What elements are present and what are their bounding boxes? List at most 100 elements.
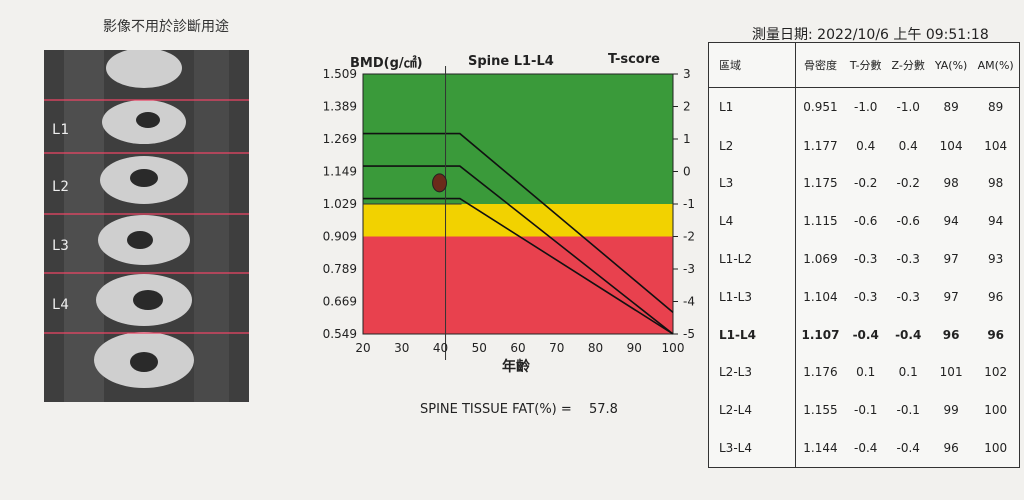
x-tick-label: 90 bbox=[627, 341, 642, 355]
x-tick-label: 70 bbox=[549, 341, 564, 355]
spine-scan-image: L1 L2 L3 L4 bbox=[44, 50, 249, 402]
spine-scan-graphic bbox=[44, 50, 249, 402]
y-tick-label: 1.509 bbox=[323, 67, 357, 81]
cell-z: -0.6 bbox=[896, 214, 920, 229]
cell-ya: 97 bbox=[943, 252, 959, 266]
fat-value: 57.8 bbox=[589, 402, 618, 417]
chart-xlabel: 年齡 bbox=[502, 359, 530, 375]
band-osteoporosis bbox=[363, 236, 673, 334]
spine-level-l2: L2 bbox=[52, 179, 69, 195]
cell-ya: 104 bbox=[939, 138, 963, 153]
header-ya: YA(%) bbox=[929, 43, 973, 88]
cell-region: L4 bbox=[709, 202, 796, 241]
cell-region: L1-L3 bbox=[709, 277, 796, 316]
table-row: L1 0.951 -1.0 -1.0 89 89 bbox=[709, 87, 1019, 127]
cell-region: L2-L3 bbox=[709, 353, 796, 392]
y2-tick-label: 3 bbox=[683, 67, 691, 81]
header-am: AM(%) bbox=[972, 43, 1019, 88]
reference-curve-2 bbox=[363, 197, 674, 335]
cell-z: -1.0 bbox=[896, 100, 920, 115]
cell-ya: 89 bbox=[943, 100, 959, 115]
cell-bmd: 1.107 bbox=[801, 327, 840, 342]
table-row: L1-L2 1.069 -0.3 -0.3 97 93 bbox=[709, 240, 1019, 278]
cell-ya: 96 bbox=[943, 441, 959, 456]
x-tick-label: 60 bbox=[510, 341, 525, 355]
cell-t: 0.4 bbox=[856, 138, 876, 153]
cell-region: L1-L2 bbox=[709, 240, 796, 278]
cell-region: L3 bbox=[709, 164, 796, 203]
cell-am: 100 bbox=[984, 441, 1008, 456]
cell-t: -0.3 bbox=[854, 289, 878, 304]
cell-t: -0.6 bbox=[854, 214, 878, 229]
bmd-chart: 1.509 1.389 1.269 1.149 1.029 0.909 0.789 0.669… bbox=[323, 66, 695, 360]
y2-tick-label: -2 bbox=[683, 230, 695, 244]
measurement-date: 測量日期: 2022/10/6 上午 09:51:18 bbox=[752, 24, 989, 44]
cell-region: L2-L4 bbox=[709, 391, 796, 430]
y2-tick-label: 1 bbox=[683, 132, 691, 146]
y2-tick-label: -4 bbox=[683, 295, 695, 309]
y-tick-label: 1.149 bbox=[323, 165, 357, 179]
cell-ya: 94 bbox=[943, 214, 959, 229]
cell-bmd: 1.144 bbox=[803, 441, 838, 456]
cell-am: 94 bbox=[988, 214, 1004, 229]
y-tick-label: 0.789 bbox=[323, 262, 357, 276]
cell-t: -0.2 bbox=[854, 176, 878, 191]
image-caption: 影像不用於診斷用途 bbox=[103, 19, 229, 35]
table-row: L2-L4 1.155 -0.1 -0.1 99 100 bbox=[709, 391, 1019, 430]
results-table: 區域 骨密度 T-分數 Z-分數 YA(%) AM(%) L1 0.951 -1.0… bbox=[708, 42, 1020, 468]
cell-t: -0.3 bbox=[854, 252, 878, 266]
chart-title: Spine L1-L4 bbox=[468, 54, 554, 69]
x-tick-label: 30 bbox=[394, 341, 409, 355]
y2-tick-label: -1 bbox=[683, 197, 695, 211]
y2-tick-label: -3 bbox=[683, 262, 695, 276]
table-row: L3-L4 1.144 -0.4 -0.4 96 100 bbox=[709, 429, 1019, 467]
chart-y2label: T-score bbox=[608, 52, 660, 67]
cell-t: 0.1 bbox=[856, 365, 876, 380]
y2-tick-label: 2 bbox=[683, 100, 691, 114]
x-tick-label: 80 bbox=[588, 341, 603, 355]
cell-bmd: 1.104 bbox=[803, 289, 838, 304]
x-tick-label: 100 bbox=[662, 341, 685, 355]
table-row: L3 1.175 -0.2 -0.2 98 98 bbox=[709, 164, 1019, 203]
table-header-row: 區域 骨密度 T-分數 Z-分數 YA(%) AM(%) bbox=[709, 43, 1019, 88]
cell-bmd: 1.069 bbox=[803, 252, 838, 266]
cell-t: -0.1 bbox=[854, 403, 878, 418]
spine-level-l4: L4 bbox=[52, 297, 69, 313]
cell-t: -1.0 bbox=[854, 100, 878, 115]
reference-curve-0 bbox=[363, 132, 674, 313]
spine-level-l1: L1 bbox=[52, 122, 69, 138]
cell-am: 100 bbox=[984, 403, 1008, 418]
y-tick-label: 1.029 bbox=[323, 197, 357, 211]
cell-bmd: 0.951 bbox=[803, 100, 838, 115]
y-tick-label: 1.389 bbox=[323, 100, 357, 114]
header-bmd: 骨密度 bbox=[795, 43, 845, 88]
y-tick-label: 0.909 bbox=[323, 230, 357, 244]
cell-am: 93 bbox=[988, 252, 1004, 266]
cell-am: 104 bbox=[984, 138, 1008, 153]
x-tick-label: 50 bbox=[472, 341, 487, 355]
reference-curve-1 bbox=[363, 165, 674, 335]
cell-ya: 98 bbox=[943, 176, 959, 191]
header-zscore: Z-分數 bbox=[886, 43, 930, 88]
cell-z: 0.4 bbox=[898, 138, 918, 153]
y2-tick-label: 0 bbox=[683, 165, 691, 179]
cell-am: 98 bbox=[988, 176, 1004, 191]
cell-am: 102 bbox=[984, 365, 1008, 380]
cell-ya: 97 bbox=[943, 289, 959, 304]
table-row: L4 1.115 -0.6 -0.6 94 94 bbox=[709, 202, 1019, 241]
spine-level-l3: L3 bbox=[52, 238, 69, 254]
y-tick-label: 0.669 bbox=[323, 295, 357, 309]
cell-z: -0.4 bbox=[896, 441, 920, 456]
cell-z: -0.3 bbox=[896, 289, 920, 304]
header-tscore: T-分數 bbox=[844, 43, 887, 88]
cell-bmd: 1.177 bbox=[803, 138, 838, 153]
cell-bmd: 1.115 bbox=[803, 214, 838, 229]
cell-bmd: 1.155 bbox=[803, 403, 838, 418]
band-normal bbox=[363, 74, 673, 204]
cell-z: -0.3 bbox=[896, 252, 920, 266]
cell-z: -0.4 bbox=[895, 327, 922, 342]
table-row: L2 1.177 0.4 0.4 104 104 bbox=[709, 126, 1019, 165]
cell-region: L1 bbox=[709, 87, 796, 127]
cell-am: 89 bbox=[988, 100, 1004, 115]
cell-am: 96 bbox=[987, 327, 1005, 342]
